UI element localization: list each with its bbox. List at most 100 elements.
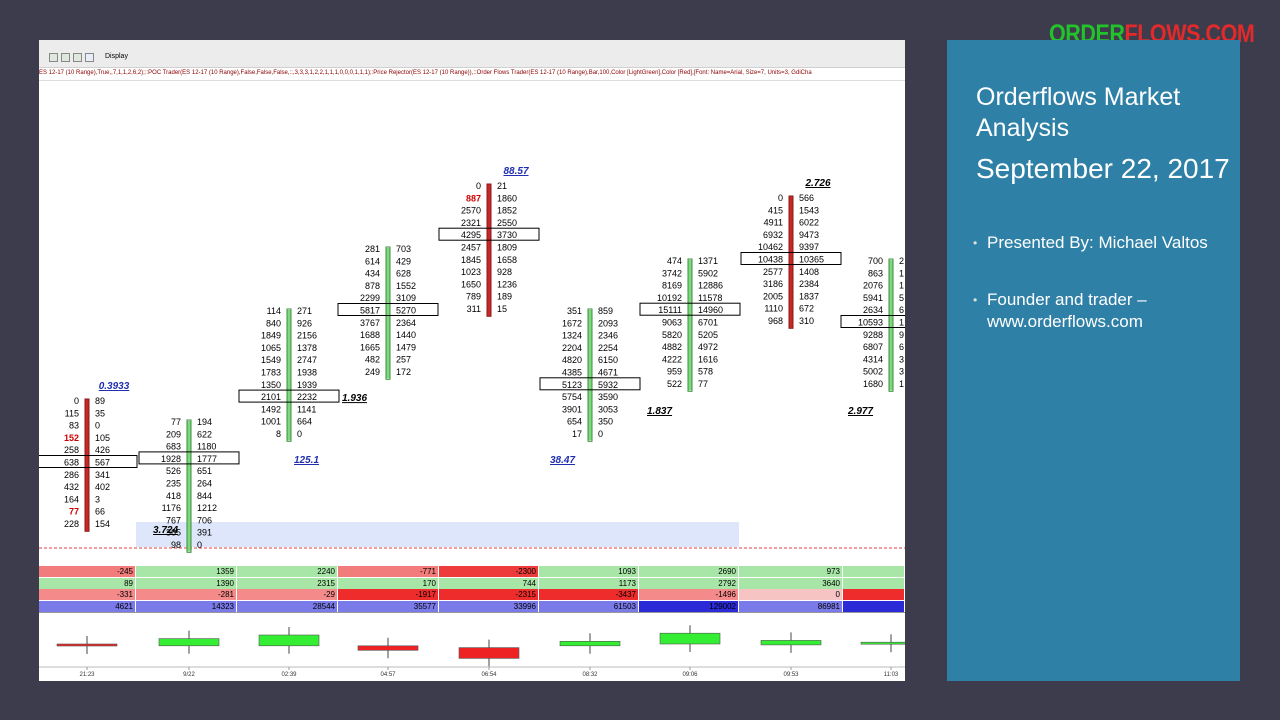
candle-fill [688,260,692,391]
ask-volume: 0 [297,429,302,439]
ask-volume: 105 [95,433,110,443]
bid-volume: 4295 [461,230,481,240]
mini-candle [659,632,721,645]
ask-volume: 3 [899,367,904,377]
slide-panel: Orderflows Market Analysis September 22,… [947,40,1240,681]
ratio-label: 2.977 [847,406,873,417]
ask-volume: 1 [899,281,904,291]
stat-cell [843,589,905,600]
ask-volume: 926 [297,318,312,328]
ask-volume: 6 [899,342,904,352]
ask-volume: 706 [197,515,212,525]
ask-volume: 257 [396,355,411,365]
bid-volume: 2204 [562,343,582,353]
ask-volume: 566 [799,193,814,203]
chart-window[interactable]: Display ES 12-17 (10 Range),True,,7,1,1,… [39,40,905,681]
toolbar-grid-icon[interactable] [49,53,58,62]
ask-volume: 4671 [598,368,618,378]
ask-volume: 2156 [297,331,317,341]
ask-volume: 1 [899,318,904,328]
ask-volume: 3 [95,494,100,504]
bid-volume: 281 [365,244,380,254]
bid-volume: 415 [768,205,783,215]
ask-volume: 9 [899,330,904,340]
ask-volume: 89 [95,396,105,406]
ask-volume: 426 [95,445,110,455]
stat-cell: -771 [338,566,439,577]
stat-cell: 86981 [739,600,843,612]
poc-box [337,303,439,316]
ratio-label: 88.57 [503,166,528,177]
ask-volume: 9473 [799,230,819,240]
ask-volume: 2 [899,256,904,266]
mini-chart-svg: 21:23 9/22 02:39 04:57 06:54 08:32 09:06 09:53 1… [39,625,905,678]
candle-body [788,195,794,329]
ask-volume: 622 [197,429,212,439]
stat-cell: 61503 [539,600,639,612]
bid-volume: 4911 [764,218,783,228]
bid-volume: 522 [667,379,682,389]
display-menu[interactable]: Display [105,53,128,60]
candle-fill [386,248,390,379]
ask-volume: 1938 [297,368,317,378]
ask-volume: 6701 [698,318,718,328]
bid-volume: 1845 [461,255,481,265]
bid-volume: 209 [166,429,181,439]
bid-volume: 6807 [863,342,883,352]
toolbar-data-icon[interactable] [73,53,82,62]
ask-volume: 1141 [297,404,316,414]
bid-volume: 432 [64,482,79,492]
bid-volume: 10438 [758,255,783,265]
ask-volume: 1616 [698,354,718,364]
bid-volume: 526 [166,466,181,476]
bid-volume: 0 [778,193,783,203]
mini-candle [56,643,118,647]
stat-cell: 1390 [136,577,237,589]
ratio-label: 3.724 [153,525,178,536]
stat-cell: -1496 [639,589,739,600]
ask-volume: 310 [799,316,814,326]
bid-volume: 1001 [261,417,281,427]
bid-volume: 1492 [261,404,281,414]
toolbar-chart-icon[interactable] [61,53,70,62]
ask-volume: 0 [598,429,603,439]
ask-volume: 2232 [297,392,317,402]
ask-volume: 9397 [799,242,819,252]
bid-volume: 767 [166,515,181,525]
footprint-plot[interactable]: 0 89 115 35 83 0 152 105 258 426 638 567 286 341 432 40… [39,81,905,561]
bid-volume: 474 [667,256,682,266]
ask-volume: 664 [297,417,312,427]
ask-volume: 11578 [698,293,722,303]
ratio-label: 125.1 [294,455,319,466]
ask-volume: 928 [497,267,512,277]
stat-cell: 2690 [639,566,739,577]
ask-volume: 1236 [497,279,517,289]
bid-volume: 1549 [261,355,281,365]
bid-volume: 3186 [763,279,783,289]
ask-volume: 429 [396,256,411,266]
bid-volume: 789 [466,292,481,302]
stat-cell [843,600,905,612]
chart-toolbar: Display [39,40,905,68]
bullet-presenter-text: Presented By: Michael Valtos [987,233,1208,252]
ask-volume: 2364 [396,318,416,328]
mini-candle [158,638,220,647]
stat-cell: 3640 [739,577,843,589]
bid-volume: 1350 [261,380,281,390]
bid-volume: 654 [567,417,582,427]
stat-cell: -331 [39,589,136,600]
ask-volume: 567 [95,458,110,468]
poc-box [238,389,340,403]
bid-volume: 1324 [562,331,582,341]
toolbar-settings-icon[interactable] [85,53,94,62]
ask-volume: 5902 [698,268,718,278]
ask-volume: 21 [497,181,507,191]
slide-date: September 22, 2017 [976,153,1230,184]
stat-cell: 0 [739,589,843,600]
stat-row: 4621 14323 28544 35577 33996 61503 129002 86981 [39,600,905,612]
bid-volume: 683 [166,442,181,452]
bid-volume: 4222 [662,354,682,364]
ask-volume: 672 [799,304,814,314]
ask-volume: 1777 [197,454,217,464]
candle-body [486,183,492,317]
